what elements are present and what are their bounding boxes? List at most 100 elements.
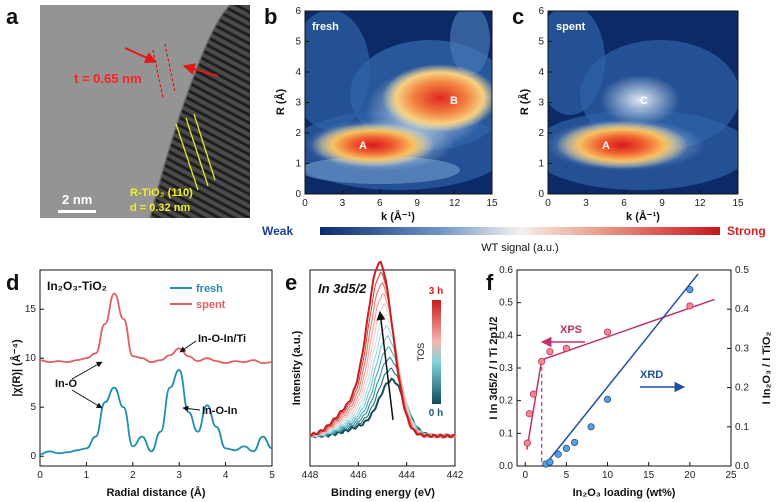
interface-line-2 [164,43,176,93]
ylabel-f-left: I In 3d5/2 / I Ti 2p1/2 [488,316,500,419]
tem-lattice-region [150,5,250,218]
c-xtick-label: 6 [621,198,627,209]
axes-e: 448 446 444 442 [302,462,464,481]
xrd-point [587,423,595,431]
xps-point [525,410,533,418]
xps-point [546,348,554,356]
scale-bar [58,210,96,213]
c-ytick-label: 1 [538,159,544,170]
f-ytick-left-label: 0.5 [499,298,513,309]
f-ytick-right-label: 0.0 [735,461,749,472]
xlabel-c: k (Å⁻¹) [626,210,660,223]
b-ytick-label: 6 [295,6,301,17]
xrd-point [546,458,554,466]
f-ytick-left-label: 0.3 [499,363,513,374]
xps-label: XPS [560,324,582,336]
d-ytick-label: 5 [30,402,36,413]
fringe-line-3 [193,113,216,181]
tos-label: TOS [416,343,426,361]
frame-f [516,269,732,467]
dspacing-label: d = 0.32 nm [130,202,190,214]
d-xtick-label: 5 [269,470,275,481]
axes-f: 0 5 10 15 20 250.00.10.20.30.40.50.60.00.10.2… [499,265,749,481]
plot-f [523,273,715,468]
xps-curve [309,260,456,439]
colorbar: Weak Strong WT signal (a.u.) [262,224,766,254]
colorbar-weak: Weak [262,224,293,238]
c-xtick-label: 15 [732,198,744,209]
d-ytick-label: 15 [25,304,37,315]
line-spent [39,292,273,365]
b-ytick-label: 1 [295,159,301,170]
b-xtick-label: 3 [340,198,346,209]
b-ytick-label: 0 [295,189,301,200]
c-xtick-label: 3 [583,198,589,209]
xps-point [603,328,612,336]
ylabel-f-right: I In₂O₃ / I TiO₂ [761,332,773,405]
b-xtick-label: 9 [414,198,420,209]
axes-d: 0 1 2 3 4 5 0 5 10 15 [25,304,275,481]
c-ytick-label: 6 [538,6,544,17]
xlabel-d: Radial distance (Å) [106,486,205,499]
peak-c-label: C [640,95,648,107]
f-ytick-right-label: 0.3 [735,343,749,354]
e-xtick-label: 442 [447,470,464,481]
ylabel-d: |χ(R)| (Å⁻⁴) [10,339,23,397]
c-xtick-label: 9 [659,198,665,209]
d-ytick-label: 10 [25,353,37,364]
shift-arrow [376,311,394,421]
c-ytick-label: 2 [538,128,544,139]
panel-label-b: b [264,4,277,29]
title-e: In 3d5/2 [318,281,367,296]
panel-label-f: f [486,270,494,295]
xlabel-f: In₂O₃ loading (wt%) [573,487,676,499]
d-ytick-label: 0 [30,451,36,462]
xps-fit-shallow [541,298,715,361]
ann-in-o-in: In-O-In [202,405,238,417]
legend-fresh: fresh [196,283,223,295]
lines-d [39,292,273,456]
f-xtick-label: 15 [643,470,655,481]
f-xtick-label: 25 [725,470,737,481]
f-ytick-left-label: 0.6 [499,265,513,276]
xrd-point [562,444,570,452]
d-xtick-label: 3 [176,470,182,481]
b-ytick-label: 2 [295,128,301,139]
b-ytick-label: 3 [295,98,301,109]
b-xtick-label: 12 [449,198,461,209]
spent-tag: spent [556,21,586,33]
xlabel-b: k (Å⁻¹) [381,210,415,223]
e-xtick-label: 444 [398,470,415,481]
peak-b-label: B [450,95,458,107]
c-ytick-label: 4 [538,67,544,78]
peak-a-label-b: A [359,140,367,152]
panel-e: e 448 446 444 442 In 3d5/2 3 h 0 h TOS Bind… [285,260,464,499]
e-xtick-label: 446 [350,470,367,481]
xrd-point [554,450,562,458]
ylabel-c: R (Å) [518,89,531,116]
tos-top: 3 h [429,286,443,297]
f-ytick-left-label: 0.1 [499,428,513,439]
f-ytick-left-label: 0.4 [499,330,513,341]
f-ytick-right-label: 0.5 [735,265,749,276]
xps-point [523,439,531,447]
thickness-arrow-right [182,63,219,77]
ann-in-o: In-O [55,378,77,390]
colorbar-title: WT signal (a.u.) [481,242,558,254]
f-ytick-right-label: 0.1 [735,422,749,433]
c-ytick-label: 5 [538,37,544,48]
phase-label: R-TiO₂ (110) [130,187,193,199]
xrd-point [603,395,612,403]
b-xtick-label: 6 [377,198,383,209]
f-xtick-label: 5 [564,470,570,481]
fringe-line-1 [175,123,199,191]
b-ytick-label: 5 [295,37,301,48]
fresh-tag: fresh [312,21,339,33]
ylabel-b: R (Å) [274,89,287,116]
panel-a: a t = 0.65 nm R-TiO₂ (110) d = 0.32 nm 2… [6,4,250,219]
title-d: In₂O₃-TiO₂ [47,279,107,293]
d-xtick-label: 4 [223,470,229,481]
